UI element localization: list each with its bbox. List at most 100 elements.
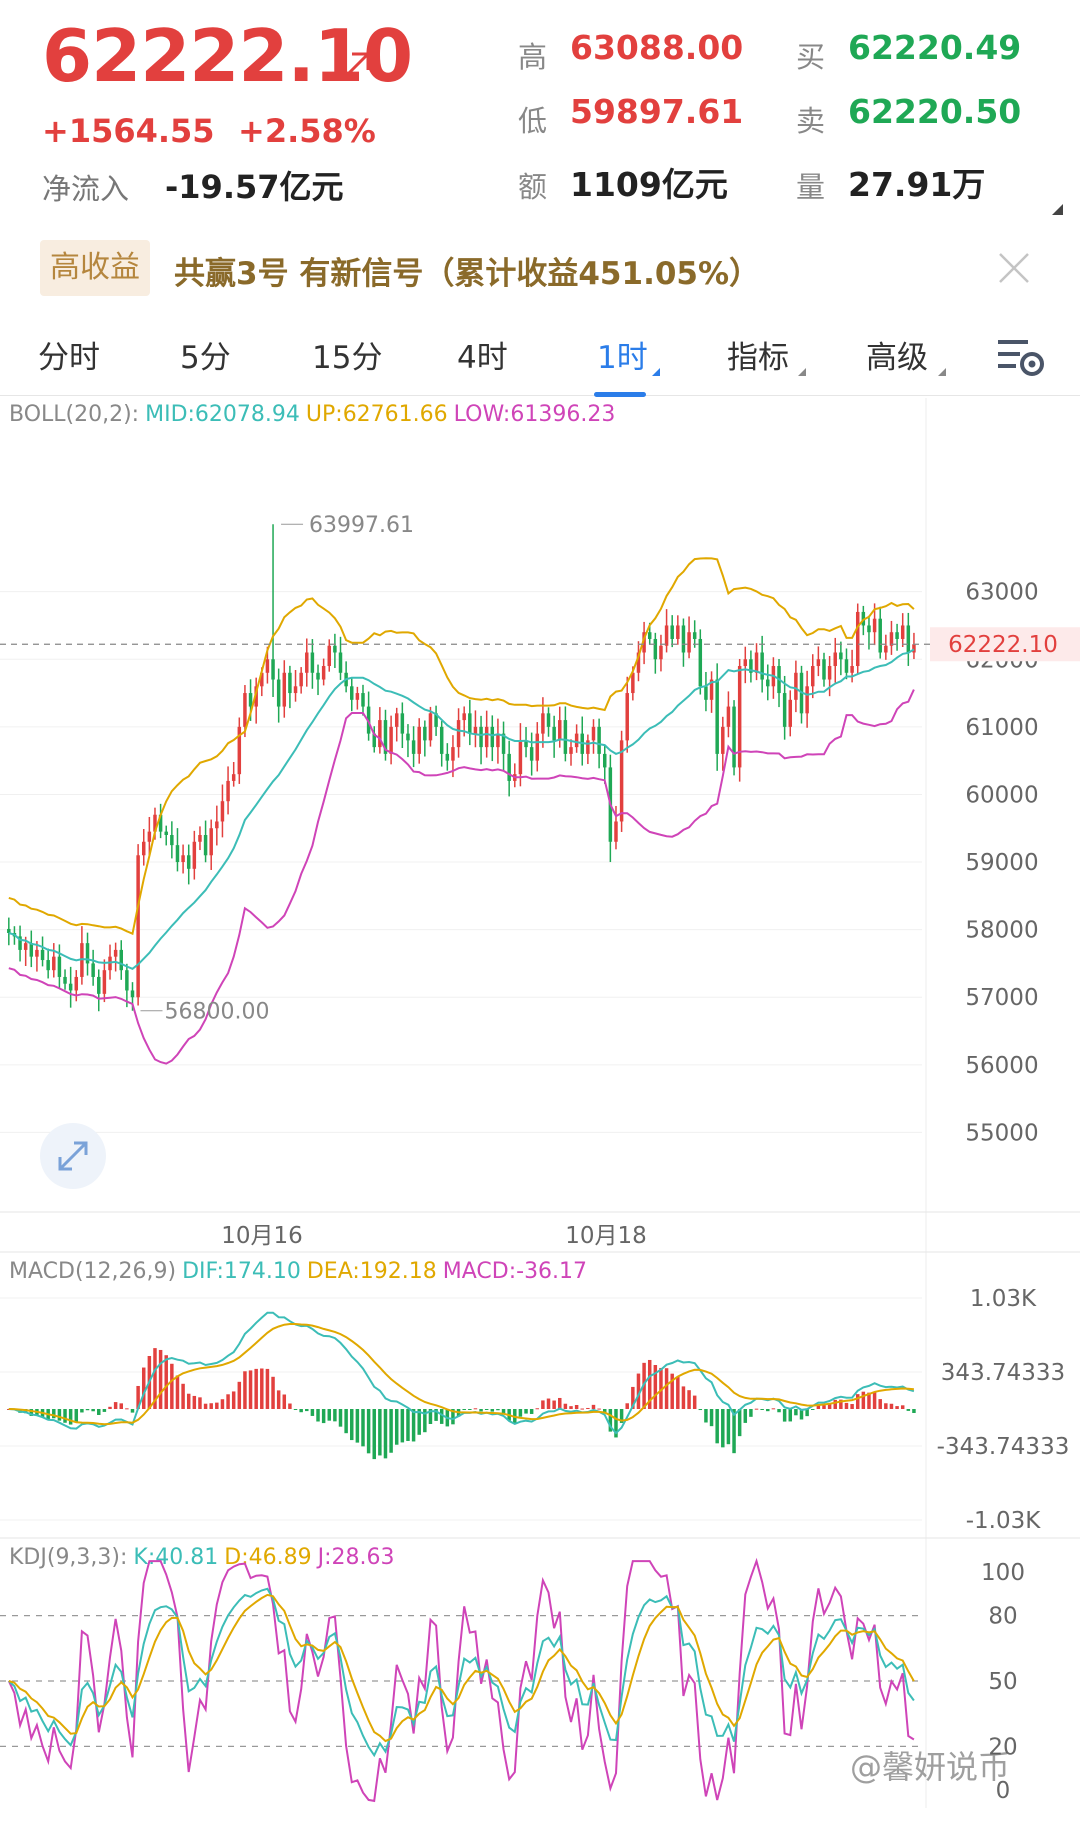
amount-label: 额	[518, 170, 548, 204]
macd-histogram-bar	[479, 1409, 483, 1412]
candle-body	[715, 679, 719, 754]
macd-histogram-bar	[872, 1391, 877, 1409]
candle-body	[743, 659, 748, 667]
candle-body	[445, 753, 450, 761]
macd-histogram-bar	[698, 1409, 703, 1411]
macd-histogram-bar	[709, 1409, 714, 1427]
macd-histogram-bar	[546, 1398, 551, 1409]
tab-5min[interactable]: 5分	[180, 340, 231, 376]
macd-histogram-bar	[350, 1409, 354, 1441]
macd-histogram-bar	[574, 1404, 579, 1409]
candle-body	[198, 835, 202, 842]
macd-histogram-bar	[912, 1409, 916, 1413]
tab-15min[interactable]: 15分	[312, 340, 383, 376]
signal-banner[interactable]: 高收益 共赢3号 有新信号（累计收益451.05%）	[0, 240, 1080, 298]
tab-time-share[interactable]: 分时	[38, 340, 100, 376]
macd-histogram-bar	[558, 1397, 562, 1409]
candle-body	[175, 845, 180, 863]
macd-histogram-bar	[423, 1409, 427, 1433]
macd-histogram-bar	[805, 1409, 809, 1417]
macd-histogram-bar	[434, 1409, 438, 1421]
candle-body	[428, 713, 433, 741]
close-icon[interactable]	[996, 250, 1032, 286]
candle-body	[299, 672, 303, 687]
macd-histogram-bar	[597, 1408, 601, 1410]
macd-histogram-bar	[203, 1403, 208, 1409]
macd-histogram-bar	[265, 1368, 270, 1409]
candle-body	[619, 740, 624, 822]
candle-body	[57, 956, 62, 977]
macd-histogram-bar	[552, 1400, 556, 1409]
candle-body	[350, 686, 354, 700]
macd-histogram-bar	[411, 1409, 416, 1442]
tab-1h[interactable]: 1时	[597, 340, 648, 376]
candle-body	[760, 652, 764, 680]
candle-body	[372, 733, 376, 748]
tab-indicators[interactable]: 指标	[727, 340, 789, 376]
candle-body	[102, 970, 107, 994]
candle-body	[518, 740, 523, 775]
tab-4h[interactable]: 4时	[457, 340, 508, 376]
kdj-d-line	[8, 1593, 915, 1743]
indicators-dropdown-icon	[798, 368, 806, 376]
boll-low-value: LOW:61396.23	[453, 402, 616, 427]
macd-histogram-bar	[766, 1409, 770, 1412]
candle-body	[203, 835, 208, 856]
candle-body	[872, 618, 877, 633]
candle-body	[569, 747, 573, 754]
candle-body	[496, 733, 500, 748]
candle-body	[664, 625, 669, 646]
candle-body	[659, 645, 663, 660]
date-axis-label: 10月16	[221, 1223, 303, 1249]
banner-text[interactable]: 共赢3号 有新信号（累计收益451.05%）	[174, 256, 761, 292]
macd-histogram-bar	[220, 1399, 225, 1409]
macd-histogram-bar	[276, 1390, 281, 1409]
macd-histogram-bar	[569, 1406, 573, 1409]
candle-body	[704, 686, 708, 700]
macd-histogram-bar	[198, 1397, 202, 1409]
candle-body	[822, 659, 826, 680]
candle-body	[811, 666, 815, 687]
expand-quote-icon[interactable]	[1052, 204, 1063, 215]
fullscreen-button[interactable]	[40, 1123, 106, 1189]
watermark-text: @馨妍说币	[850, 1748, 1011, 1786]
macd-histogram-bar	[186, 1393, 191, 1409]
macd-histogram-bar	[417, 1409, 421, 1435]
tab-advanced[interactable]: 高级	[866, 340, 928, 376]
candle-body	[119, 949, 123, 971]
candle-body	[788, 699, 793, 727]
macd-histogram-bar	[653, 1365, 658, 1409]
high-value: 63088.00	[570, 28, 744, 67]
candle-body	[7, 928, 11, 934]
macd-histogram-bar	[215, 1402, 219, 1409]
candle-body	[698, 638, 703, 687]
candle-body	[164, 831, 168, 835]
candle-body	[355, 693, 360, 700]
macd-histogram-bar	[692, 1395, 697, 1409]
macd-histogram-bar	[647, 1359, 652, 1409]
kdj-tick-label: 0	[996, 1778, 1011, 1804]
macd-histogram-bar	[316, 1409, 320, 1422]
candle-body	[794, 672, 798, 700]
candle-body	[456, 720, 461, 748]
macd-histogram-bar	[321, 1409, 326, 1424]
candle-body	[732, 706, 736, 768]
candle-body	[91, 963, 95, 977]
last-price-tag	[930, 627, 1080, 662]
macd-histogram-bar	[164, 1355, 168, 1409]
low-label: 低	[518, 104, 548, 138]
candle-body	[591, 726, 596, 741]
macd-histogram-bar	[782, 1409, 787, 1422]
macd-histogram-bar	[788, 1409, 793, 1422]
macd-histogram-bar	[687, 1390, 691, 1409]
chart-settings-icon[interactable]	[996, 334, 1046, 380]
macd-histogram-bar	[102, 1409, 107, 1412]
ask-value: 62220.50	[848, 92, 1022, 131]
macd-histogram-bar	[799, 1409, 804, 1420]
macd-histogram-bar	[760, 1409, 764, 1410]
candle-body	[850, 666, 854, 673]
candle-body	[602, 753, 607, 768]
kdj-tick-label: 20	[988, 1734, 1017, 1760]
date-axis-label: 10月18	[565, 1223, 647, 1249]
